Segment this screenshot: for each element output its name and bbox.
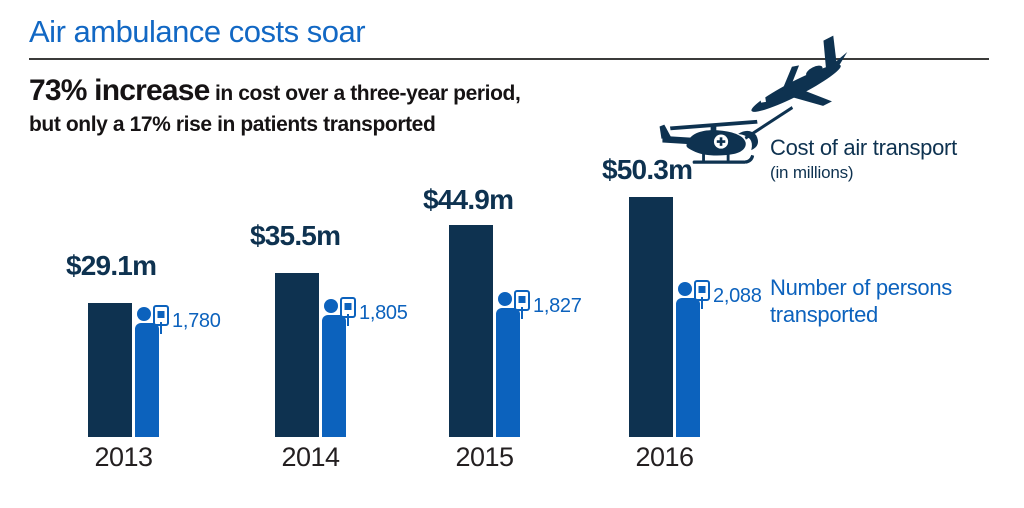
persons-bar: [496, 308, 520, 437]
page-title: Air ambulance costs soar: [29, 14, 366, 49]
cost-bar: [629, 197, 673, 437]
iv-cross-icon: [344, 303, 352, 310]
cost-bar: [88, 303, 132, 437]
iv-bag-icon: [514, 290, 530, 319]
persons-value-label: 1,827: [533, 295, 582, 317]
cost-bar: [449, 225, 493, 437]
iv-cross-icon: [698, 286, 706, 293]
iv-tube: [701, 297, 703, 309]
persons-bar: [322, 315, 346, 437]
cost-bar: [275, 273, 319, 437]
iv-tube: [521, 307, 523, 319]
persons-value-label: 2,088: [713, 285, 762, 307]
cost-value-label: $44.9m: [423, 184, 514, 215]
persons-bar: [676, 298, 700, 437]
persons-value-label: 1,805: [359, 302, 408, 324]
iv-bag-icon: [153, 305, 169, 334]
legend-persons-label: Number of persons transported: [770, 275, 952, 327]
year-label: 2015: [455, 442, 514, 472]
year-label: 2013: [94, 442, 153, 472]
iv-tube: [347, 314, 349, 326]
subtitle-highlight: 73% increase: [29, 74, 210, 107]
cost-value-label: $35.5m: [250, 220, 341, 251]
iv-bag-icon: [340, 297, 356, 326]
persons-bar: [135, 323, 159, 437]
persons-value-label: 1,780: [172, 310, 221, 332]
title-underline: [29, 58, 989, 60]
airplane-icon: [744, 35, 848, 140]
iv-cross-icon: [157, 311, 165, 318]
cost-value-label: $50.3m: [602, 154, 693, 185]
patient-icon: [498, 292, 512, 306]
iv-cross-icon: [518, 296, 526, 303]
year-label: 2016: [635, 442, 694, 472]
subtitle-line1: in cost over a three-year period,: [209, 82, 521, 105]
cost-value-label: $29.1m: [66, 250, 157, 281]
subtitle: 73% increase in cost over a three-year p…: [29, 74, 521, 136]
helicopter-icon: [659, 119, 759, 164]
patient-icon: [678, 282, 692, 296]
iv-tube: [160, 322, 162, 334]
legend-cost-label: Cost of air transport: [770, 135, 957, 160]
subtitle-line2: but only a 17% rise in patients transpor…: [29, 113, 436, 136]
patient-icon: [137, 307, 151, 321]
patient-icon: [324, 299, 338, 313]
year-label: 2014: [281, 442, 340, 472]
iv-bag-icon: [694, 280, 710, 309]
legend-cost-sublabel: (in millions): [770, 163, 854, 182]
